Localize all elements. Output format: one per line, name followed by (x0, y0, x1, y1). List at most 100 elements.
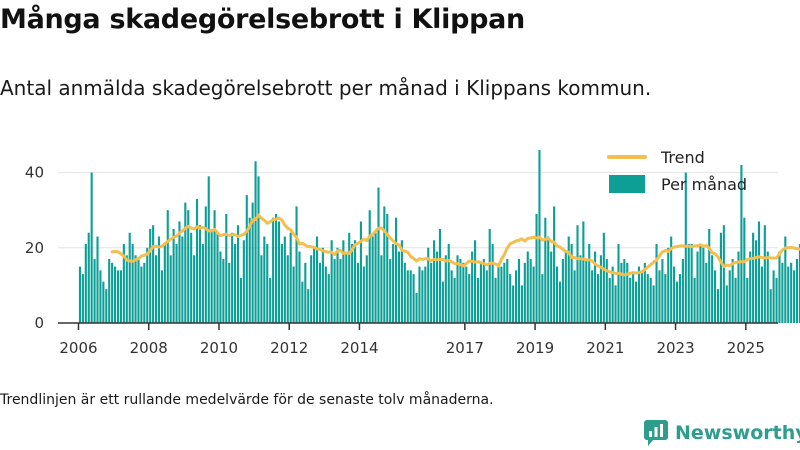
bar (263, 236, 266, 323)
bar (251, 202, 254, 323)
bar (225, 213, 228, 323)
bar (711, 255, 714, 323)
bar (435, 251, 439, 323)
bar (605, 259, 608, 323)
bar (348, 232, 351, 323)
bar (242, 240, 245, 323)
bar (187, 210, 190, 323)
bar (406, 270, 409, 323)
bar (90, 172, 93, 323)
bar (163, 244, 166, 323)
bar (157, 236, 161, 323)
bar (775, 277, 778, 323)
bar (602, 232, 605, 323)
bar (195, 198, 199, 323)
legend-bar-label: Per månad (661, 175, 747, 194)
bar (725, 285, 728, 323)
bar (108, 259, 111, 323)
bar (122, 244, 125, 323)
bar (793, 270, 796, 323)
bar (318, 262, 322, 323)
bar (576, 225, 579, 323)
x-tick-label: 2012 (270, 339, 308, 357)
trend-line (110, 213, 800, 277)
bar (468, 274, 471, 323)
bar (564, 251, 567, 323)
bar (152, 225, 155, 323)
bar (201, 244, 204, 323)
bar (482, 259, 485, 323)
bar (699, 244, 702, 323)
bar (491, 244, 494, 323)
bar (588, 244, 591, 323)
bar (506, 259, 509, 323)
bar (277, 221, 281, 323)
bar (655, 244, 658, 323)
bar (441, 281, 444, 323)
bar (403, 262, 406, 323)
bar (728, 270, 731, 323)
bar (643, 262, 646, 323)
bar (444, 255, 447, 323)
legend-bar-swatch (609, 175, 645, 193)
bar (397, 251, 401, 323)
bar (471, 251, 474, 323)
bar (778, 251, 781, 323)
bar (731, 259, 734, 323)
bar (497, 266, 500, 323)
bar (681, 259, 684, 323)
bar (535, 213, 538, 323)
bar (321, 247, 324, 323)
bar (585, 259, 588, 323)
bar (295, 206, 298, 323)
bar (675, 281, 679, 323)
bar (757, 221, 761, 323)
bar (555, 266, 559, 323)
bar (702, 247, 705, 323)
bar (494, 277, 497, 323)
bar (204, 206, 207, 323)
bar (611, 266, 614, 323)
bar (313, 247, 316, 323)
bar (740, 165, 743, 323)
bar (354, 240, 357, 323)
bar (667, 247, 670, 323)
bar (430, 262, 433, 323)
bar (269, 277, 272, 323)
bar (599, 255, 602, 323)
brand-name: Newsworthy (675, 422, 800, 444)
bar (134, 255, 137, 323)
x-tick-label: 2008 (130, 339, 168, 357)
bar (149, 228, 152, 323)
x-tick-label: 2006 (59, 339, 97, 357)
bar (684, 172, 687, 323)
x-tick-label: 2019 (516, 339, 554, 357)
bar (749, 251, 752, 323)
bar (547, 236, 550, 323)
bar (714, 270, 717, 323)
bar (798, 244, 800, 323)
bar (339, 259, 342, 323)
bar (400, 240, 403, 323)
bar (219, 251, 222, 323)
bar (421, 270, 424, 323)
bar (781, 262, 784, 323)
bar (734, 277, 737, 323)
bar (558, 281, 562, 323)
bar (520, 285, 523, 323)
bar (154, 255, 158, 323)
bar (658, 270, 661, 323)
bar (184, 202, 187, 323)
bar (210, 228, 213, 323)
bar (87, 232, 90, 323)
bar (216, 232, 219, 323)
bar (465, 266, 468, 323)
bar (392, 244, 395, 323)
chart-title: Många skadegörelsebrott i Klippan (0, 4, 525, 35)
bar (673, 266, 676, 323)
bar (512, 285, 515, 323)
bar (140, 266, 143, 323)
bar (336, 247, 339, 323)
bar (333, 259, 336, 323)
